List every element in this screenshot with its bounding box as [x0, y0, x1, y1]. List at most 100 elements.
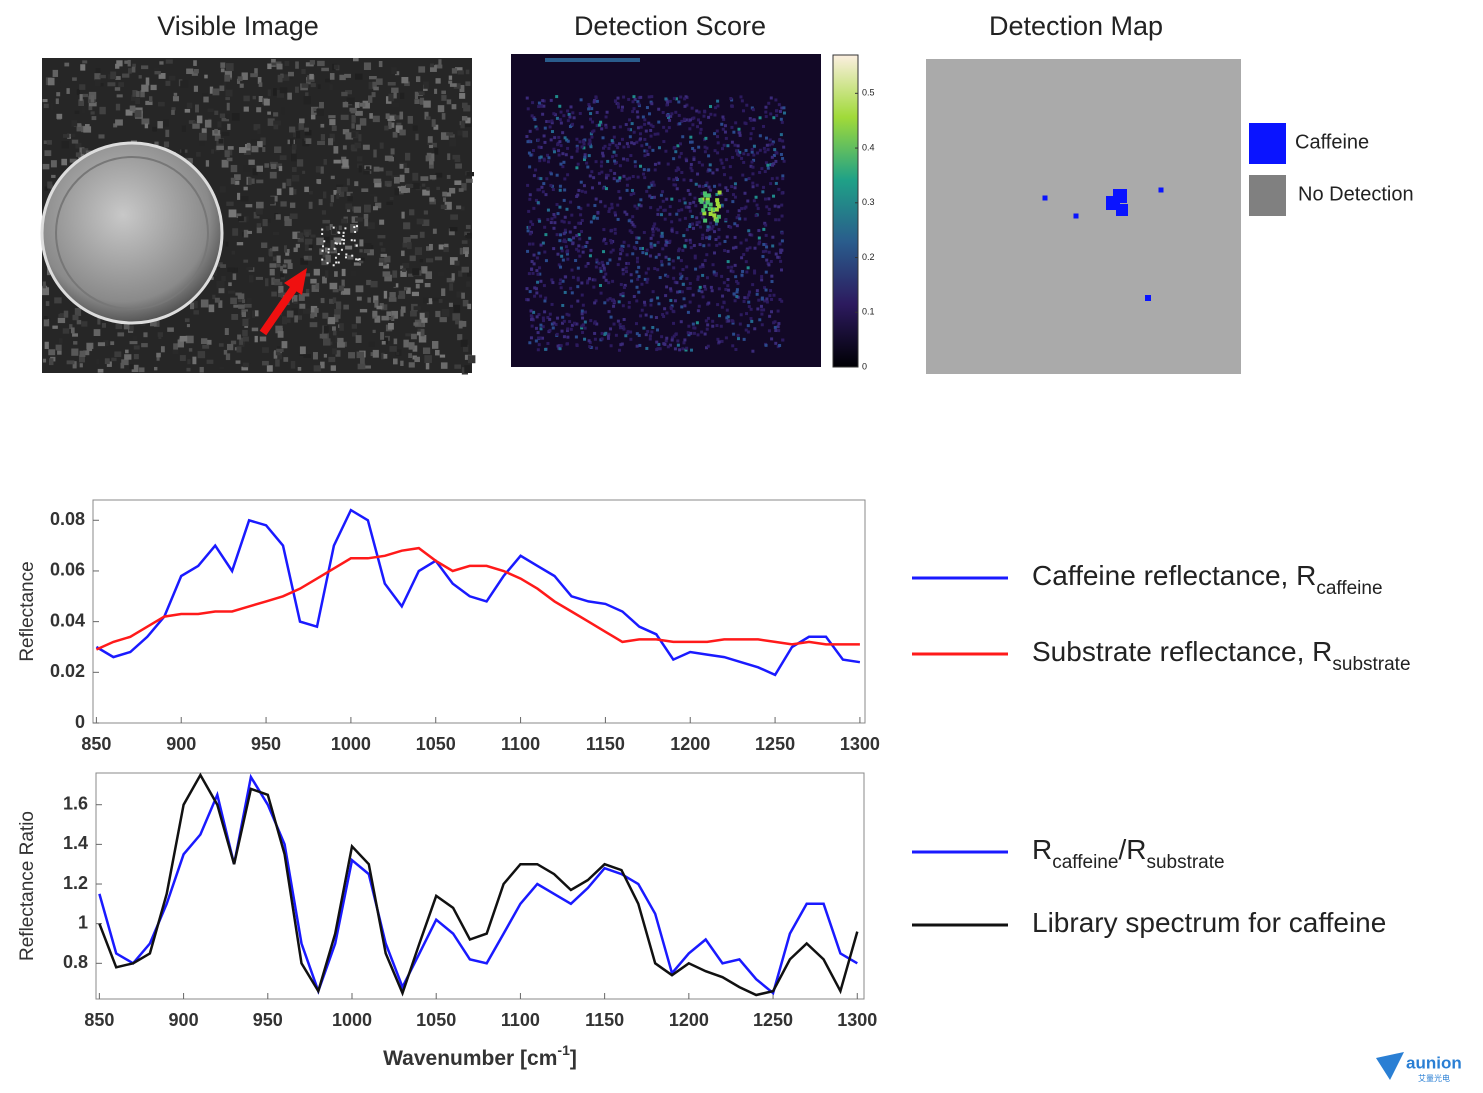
grain [323, 158, 327, 165]
grain [74, 110, 80, 115]
grain [284, 218, 292, 227]
pixel [625, 331, 629, 335]
pixel [715, 201, 720, 206]
y-tick-label: 0.02 [50, 661, 85, 681]
grain [310, 278, 317, 284]
pixel [678, 122, 682, 126]
grain [58, 314, 63, 318]
pixel [645, 106, 649, 110]
grain [221, 159, 229, 168]
pixel [700, 215, 704, 219]
grain [150, 84, 157, 91]
grain [423, 297, 429, 304]
grain [410, 333, 417, 340]
pixel [751, 283, 755, 287]
pixel [760, 296, 764, 300]
pixel [535, 269, 539, 273]
pixel [664, 273, 668, 277]
pixel [705, 253, 709, 257]
grain [391, 281, 396, 287]
pixel [636, 126, 640, 130]
pixel [707, 154, 711, 158]
grain [304, 238, 313, 245]
pixel [751, 349, 755, 353]
grain [402, 268, 406, 273]
pixel [612, 135, 616, 139]
pixel [597, 261, 601, 265]
pixel [612, 177, 616, 181]
grain [279, 273, 285, 278]
pixel [667, 126, 671, 130]
grain [333, 247, 336, 250]
pixel [589, 112, 593, 116]
pixel [578, 221, 582, 225]
pixel [767, 197, 771, 201]
pixel [720, 305, 724, 309]
grain [83, 350, 90, 356]
pixel [622, 317, 626, 321]
grain [296, 130, 301, 139]
grain [144, 123, 149, 129]
pixel [600, 260, 604, 264]
pixel [707, 115, 711, 119]
pixel [726, 209, 730, 213]
grain [354, 142, 362, 149]
grain [88, 101, 97, 107]
pixel [549, 98, 553, 102]
grain [304, 186, 309, 193]
grain [342, 129, 350, 135]
grain [435, 310, 441, 318]
pixel [731, 321, 735, 325]
grain [267, 63, 272, 70]
pixel [777, 187, 781, 191]
pixel [673, 280, 677, 284]
pixel [569, 327, 573, 331]
pixel [552, 321, 556, 325]
grain [327, 317, 336, 325]
pixel [623, 283, 627, 287]
pixel [715, 135, 719, 139]
grain [248, 275, 254, 283]
grain [460, 120, 465, 129]
pixel [734, 275, 738, 279]
pixel [610, 155, 614, 159]
pixel [698, 265, 702, 269]
pixel [667, 257, 671, 261]
pixel [547, 120, 551, 124]
grain [163, 141, 170, 148]
pixel [758, 240, 762, 244]
grain [295, 243, 300, 248]
grain [368, 75, 377, 80]
pixel [563, 228, 567, 232]
grain [363, 204, 371, 213]
pixel [637, 104, 641, 108]
pixel [578, 254, 582, 258]
pixel [769, 112, 773, 116]
watermark: aunion [1406, 1053, 1462, 1072]
legend-label: Caffeine [1295, 131, 1369, 153]
grain [368, 81, 373, 90]
pixel [639, 125, 643, 129]
pixel [688, 223, 692, 227]
pixel [664, 255, 668, 259]
grain [332, 297, 337, 304]
pixel [649, 299, 653, 303]
pixel [753, 327, 757, 331]
grain [179, 355, 186, 362]
grain [372, 329, 376, 334]
pixel [637, 333, 641, 337]
grain [66, 88, 70, 94]
grain [206, 359, 214, 364]
pixel [558, 140, 562, 144]
pixel [631, 252, 635, 256]
grain [408, 342, 415, 350]
detection-map [926, 59, 1241, 374]
pixel [693, 326, 697, 330]
grain [355, 285, 364, 293]
pixel [718, 314, 722, 318]
grain [334, 242, 337, 245]
pixel [729, 269, 733, 273]
detection [1113, 189, 1127, 203]
grain [286, 245, 290, 253]
pixel [698, 197, 703, 202]
